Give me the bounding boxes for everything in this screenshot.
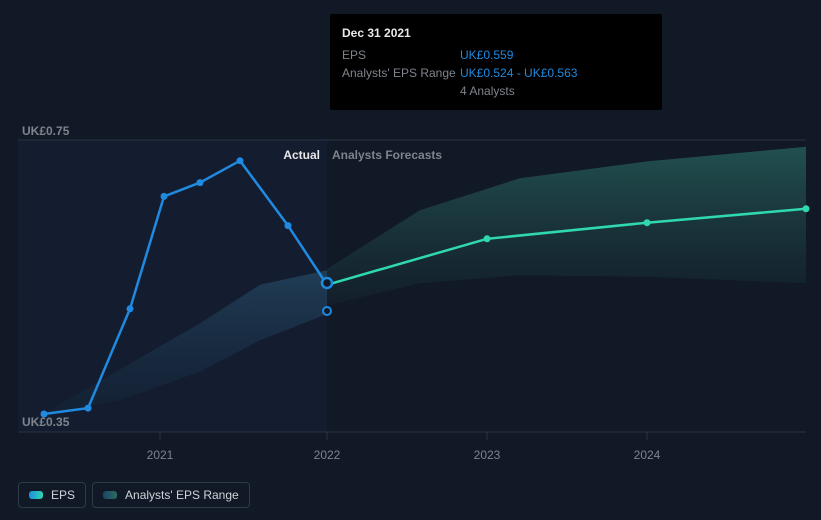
legend-range[interactable]: Analysts' EPS Range: [92, 482, 250, 508]
tooltip-analysts: 4 Analysts: [460, 82, 650, 100]
eps-chart: UK£0.75 UK£0.35 Actual Analysts Forecast…: [0, 0, 821, 520]
legend-eps[interactable]: EPS: [18, 482, 86, 508]
tooltip-range-value: UK£0.524 - UK£0.563: [460, 64, 577, 82]
legend-eps-swatch: [29, 491, 43, 499]
legend-eps-label: EPS: [51, 488, 75, 502]
eps-hover-marker: [322, 278, 332, 288]
tooltip-eps-label: EPS: [342, 46, 460, 64]
section-label-forecast: Analysts Forecasts: [332, 148, 442, 162]
x-ticks: [160, 432, 647, 440]
y-axis-label-top: UK£0.75: [22, 124, 69, 138]
legend-range-label: Analysts' EPS Range: [125, 488, 239, 502]
x-tick-2024: 2024: [634, 448, 661, 462]
legend: EPS Analysts' EPS Range: [18, 482, 250, 508]
hover-tooltip: Dec 31 2021 EPS UK£0.559 Analysts' EPS R…: [330, 14, 662, 110]
x-tick-2021: 2021: [147, 448, 174, 462]
tooltip-date: Dec 31 2021: [342, 24, 650, 42]
legend-range-swatch: [103, 491, 117, 499]
range-hover-marker: [323, 307, 331, 315]
x-tick-2022: 2022: [314, 448, 341, 462]
section-label-actual: Actual: [283, 148, 320, 162]
y-axis-label-bottom: UK£0.35: [22, 415, 69, 429]
tooltip-eps-value: UK£0.559: [460, 46, 513, 64]
eps-range-forecast-area: [327, 147, 806, 305]
tooltip-range-label: Analysts' EPS Range: [342, 64, 460, 82]
x-tick-2023: 2023: [474, 448, 501, 462]
